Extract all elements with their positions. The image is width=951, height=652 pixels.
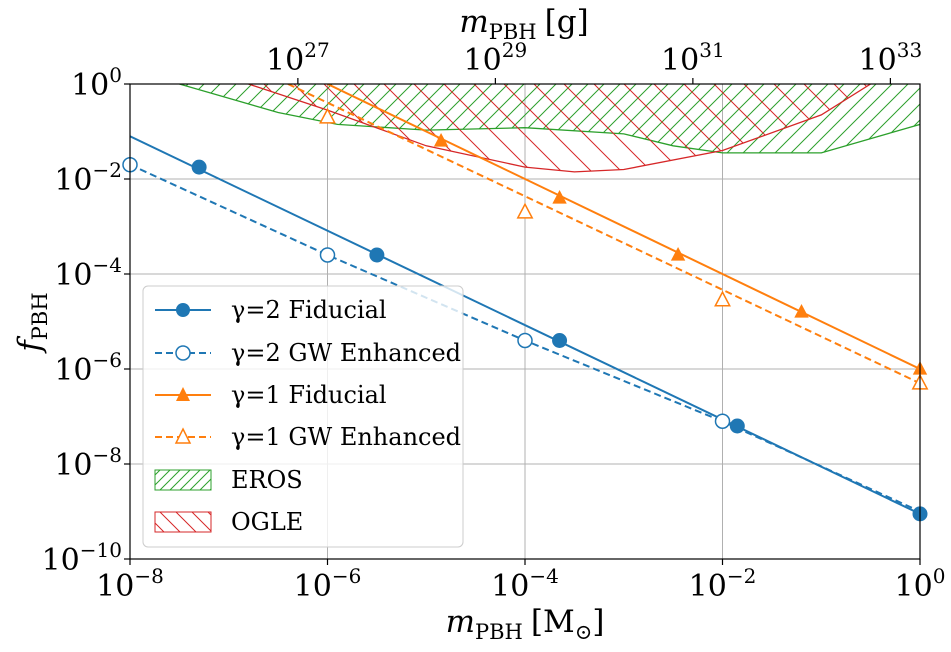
legend-entry-gamma2-fiducial: γ=2 Fiducial [155, 296, 387, 324]
marker-2-gw-enhanced-2 [517, 332, 533, 349]
legend-label-gamma1-fiducial: γ=1 Fiducial [231, 381, 387, 409]
marker-2-gw-enhanced-1 [319, 247, 336, 263]
x-axis-label: mPBH [M⊙] [446, 604, 605, 644]
y-tick-label-3: 10−6 [54, 348, 122, 388]
x-tick-label-4: 100 [895, 564, 946, 604]
legend-entry-gamma1-gw-enhanced: γ=1 GW Enhanced [155, 423, 461, 451]
legend-label-gamma1-gw-enhanced: γ=1 GW Enhanced [231, 423, 461, 451]
x-tick-label-0: 10−8 [96, 564, 164, 604]
marker-2-fiducial-1 [369, 247, 385, 263]
legend-entry-gamma2-gw-enhanced: γ=2 GW Enhanced [155, 339, 461, 367]
top-tick-label-2: 1031 [661, 38, 725, 78]
marker-1-gw-enhanced-0 [319, 107, 336, 124]
y-tick-label-2: 10−4 [54, 253, 122, 293]
x-tick-label-2: 10−4 [491, 564, 559, 604]
legend-label-gamma2-gw-enhanced: γ=2 GW Enhanced [231, 339, 461, 367]
y-tick-label-1: 10−2 [54, 158, 122, 198]
marker-1-fiducial-2 [670, 247, 686, 261]
legend-marker-filled-circle [176, 303, 190, 317]
top-tick-label-1: 1029 [464, 38, 528, 78]
axis-ticks [124, 78, 921, 565]
legend-marker-open-circle [175, 345, 191, 361]
y-axis-label: fPBH [12, 292, 52, 353]
marker-1-fiducial-0 [433, 133, 449, 147]
marker-2-fiducial-0 [191, 159, 207, 175]
constraint-region-ogle [248, 84, 871, 172]
legend-marker-open-triangle [174, 427, 192, 444]
marker-2-fiducial-3 [729, 418, 745, 434]
series-line-1-fiducial [327, 84, 920, 370]
marker-1-fiducial-3 [794, 304, 809, 318]
legend-entry-eros: EROS [154, 466, 303, 494]
legend-swatch-ogle [154, 511, 212, 533]
marker-2-fiducial-2 [552, 333, 568, 348]
marker-1-fiducial-1 [552, 190, 567, 204]
legend-marker-filled-triangle [176, 387, 190, 401]
marker-2-gw-enhanced-3 [714, 413, 731, 429]
top-tick-label-0: 1027 [266, 38, 330, 78]
legend-swatch-eros [154, 469, 212, 491]
constraint-boundary-ogle [248, 84, 871, 173]
top-x-axis-label: mPBH [g] [459, 4, 588, 44]
legend-label-gamma2-fiducial: γ=2 Fiducial [231, 296, 387, 324]
top-tick-label-3: 1033 [859, 38, 923, 78]
x-tick-label-1: 10−6 [294, 564, 362, 604]
legend-label-eros: EROS [231, 466, 303, 494]
y-tick-label-0: 100 [71, 63, 122, 103]
marker-1-gw-enhanced-1 [516, 202, 534, 219]
legend-label-ogle: OGLE [231, 508, 303, 536]
legend-entry-gamma1-fiducial: γ=1 Fiducial [155, 381, 387, 409]
constraint-regions [179, 84, 920, 173]
tick-labels: 10−8 10−6 10−4 10−2 10010010−210−410−610−810… [42, 38, 946, 604]
legend-entry-ogle: OGLE [154, 508, 303, 536]
marker-1-gw-enhanced-2 [714, 290, 731, 307]
legend: γ=2 Fiducial γ=2 GW Enhanced γ=1 Fiducia… [142, 285, 464, 548]
y-tick-label-4: 10−8 [54, 443, 122, 483]
y-tick-label-5: 10−10 [42, 538, 122, 578]
legend-frame [142, 285, 464, 548]
x-tick-label-3: 10−2 [689, 564, 757, 604]
series-line-1-gw-enhanced [287, 84, 920, 385]
